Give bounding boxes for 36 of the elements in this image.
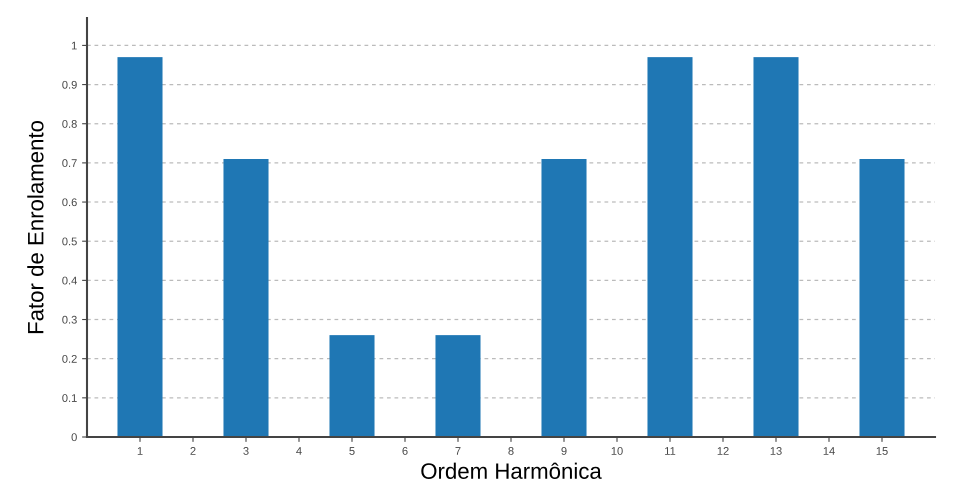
bar (329, 335, 375, 437)
y-tick-label: 0.3 (62, 316, 77, 324)
y-tick-label: 0.2 (62, 354, 77, 363)
y-tick-label: 0.7 (62, 159, 77, 168)
x-tick-label: 10 (612, 447, 623, 455)
y-tick-label: 0.5 (62, 237, 77, 246)
x-tick-label: 2 (190, 447, 196, 455)
bar (753, 57, 799, 437)
x-tick-label: 8 (508, 447, 514, 455)
bar (435, 335, 481, 437)
y-tick-label: 0.8 (62, 120, 77, 128)
bar (859, 158, 905, 437)
x-tick-label: 4 (296, 447, 302, 455)
x-tick-label: 15 (876, 447, 888, 455)
x-tick-label: 14 (824, 447, 835, 455)
bar (647, 57, 693, 437)
y-tick-label: 0.4 (62, 276, 77, 284)
x-tick-label: 5 (349, 447, 355, 455)
x-axis-title: Ordem Harmônica (421, 462, 602, 479)
x-tick-label: 9 (561, 447, 567, 455)
bar (117, 57, 163, 437)
x-tick-label: 12 (718, 447, 729, 455)
bar (223, 158, 269, 437)
x-tick-label: 11 (665, 447, 676, 455)
y-tick-label: 0.6 (62, 198, 77, 206)
y-tick-label: 1 (72, 42, 77, 50)
y-tick-label: 0.1 (62, 394, 77, 402)
y-tick-label: 0.9 (62, 80, 77, 89)
x-tick-label: 6 (402, 447, 408, 455)
y-axis-title: Fator de Enrolamento (27, 120, 44, 334)
bar (541, 158, 587, 437)
x-tick-label: 3 (243, 447, 249, 455)
x-tick-label: 1 (138, 447, 143, 455)
x-tick-label: 7 (455, 447, 461, 455)
x-tick-label: 13 (770, 447, 782, 455)
y-tick-label: 0 (72, 433, 77, 442)
